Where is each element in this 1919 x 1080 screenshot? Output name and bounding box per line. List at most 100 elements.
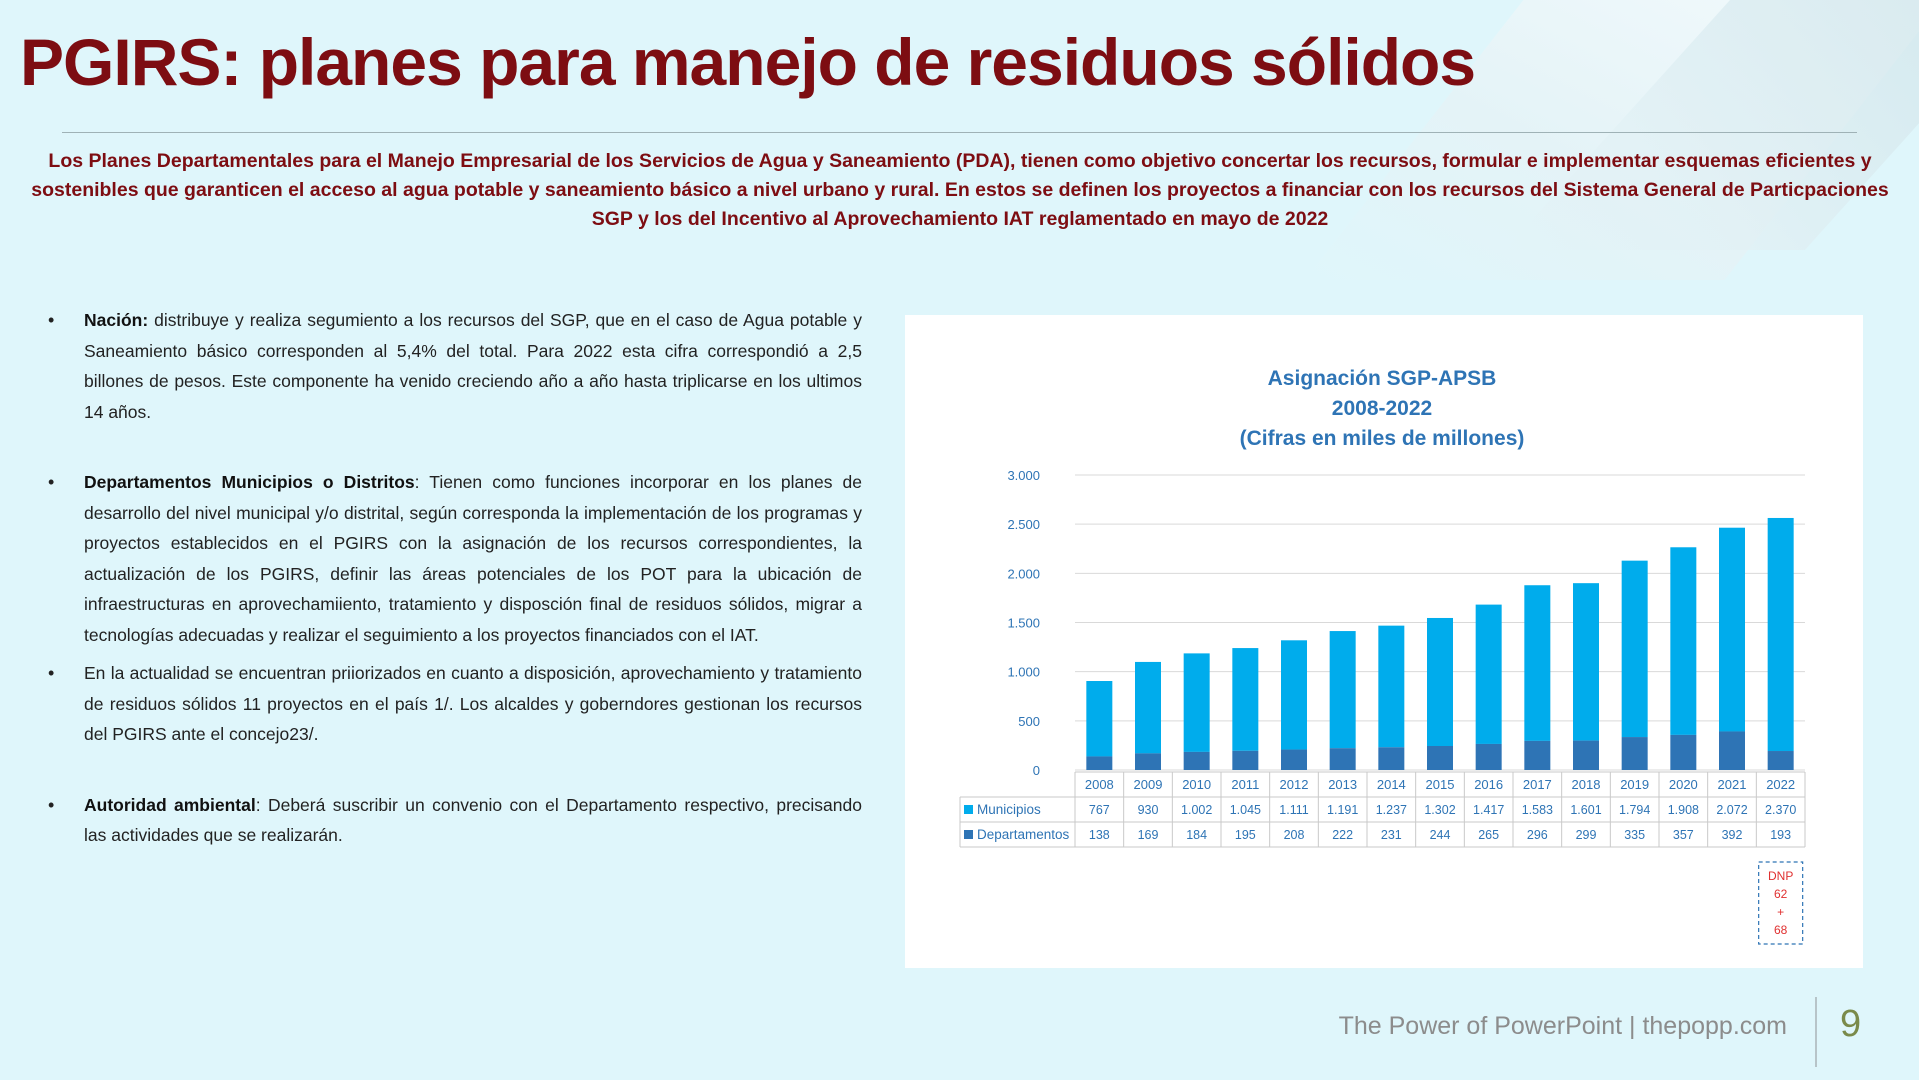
bar-municipios xyxy=(1524,585,1551,741)
bar-departamentos xyxy=(1086,756,1113,770)
footer-text: The Power of PowerPoint | thepopp.com xyxy=(1338,1012,1787,1040)
annotation-text: 68 xyxy=(1774,923,1788,937)
chart-card: Asignación SGP-APSB 2008-2022 (Cifras en m… xyxy=(905,315,1863,968)
bar-departamentos xyxy=(1475,743,1502,770)
bar-municipios xyxy=(1135,661,1161,754)
bar-municipios xyxy=(1670,547,1697,735)
y-tick-label: 2.000 xyxy=(1007,566,1040,581)
bar-departamentos xyxy=(1767,751,1794,770)
bar-departamentos xyxy=(1524,740,1551,770)
x-tick-label: 2015 xyxy=(1426,777,1455,792)
bullet-text: distribuye y realiza segumiento a los re… xyxy=(84,310,862,422)
data-label-departamentos: 231 xyxy=(1381,828,1402,842)
data-label-departamentos: 296 xyxy=(1527,828,1548,842)
bar-departamentos xyxy=(1183,751,1210,770)
y-tick-label: 3.000 xyxy=(1007,468,1040,483)
data-label-departamentos: 244 xyxy=(1430,828,1451,842)
data-label-municipios: 1.002 xyxy=(1181,803,1212,817)
annotation-box xyxy=(1758,861,1804,945)
x-tick-label: 2014 xyxy=(1377,777,1406,792)
bar-departamentos xyxy=(1719,731,1745,770)
bar-municipios xyxy=(1767,517,1794,752)
x-tick-label: 2018 xyxy=(1572,777,1601,792)
data-label-departamentos: 222 xyxy=(1332,828,1353,842)
data-label-departamentos: 193 xyxy=(1770,828,1791,842)
bar-municipios xyxy=(1183,653,1210,752)
legend-label: Departamentos xyxy=(977,827,1070,842)
x-tick-label: 2009 xyxy=(1134,777,1163,792)
chart-title: Asignación SGP-APSB xyxy=(1268,367,1497,390)
x-tick-label: 2008 xyxy=(1085,777,1114,792)
data-label-municipios: 767 xyxy=(1089,803,1110,817)
data-label-municipios: 1.908 xyxy=(1668,803,1699,817)
bullet-label: Autoridad ambiental xyxy=(84,794,256,815)
bar-municipios xyxy=(1573,583,1599,741)
bullet-item-actualidad: En la actualidad se encuentran priioriza… xyxy=(40,658,862,750)
data-label-departamentos: 335 xyxy=(1624,828,1645,842)
bar-departamentos xyxy=(1621,737,1648,770)
bullet-label: Departamentos Municipios o Distritos xyxy=(84,472,415,492)
x-tick-label: 2012 xyxy=(1280,777,1309,792)
annotation-text: + xyxy=(1777,905,1784,919)
data-label-departamentos: 138 xyxy=(1089,828,1110,842)
data-label-municipios: 1.583 xyxy=(1522,803,1553,817)
data-label-municipios: 1.111 xyxy=(1279,803,1308,817)
x-tick-label: 2019 xyxy=(1620,777,1649,792)
x-tick-label: 2013 xyxy=(1328,777,1357,792)
bullet-text: En la actualidad se encuentran priioriza… xyxy=(84,663,862,744)
bar-municipios xyxy=(1719,527,1745,732)
data-label-municipios: 1.302 xyxy=(1424,803,1455,817)
data-label-departamentos: 357 xyxy=(1673,828,1694,842)
data-label-municipios: 1.045 xyxy=(1230,803,1261,817)
bar-departamentos xyxy=(1427,746,1453,770)
x-tick-label: 2020 xyxy=(1669,777,1698,792)
bullet-item-autoridad: Autoridad ambiental: Deberá suscribir un… xyxy=(40,790,862,851)
data-label-departamentos: 208 xyxy=(1284,828,1305,842)
bullet-item-nacion: Nación: distribuye y realiza segumiento … xyxy=(40,305,862,427)
bullet-item-departamentos: Departamentos Municipios o Distritos: Ti… xyxy=(40,467,862,650)
legend-key-departamentos xyxy=(964,830,973,839)
x-tick-label: 2021 xyxy=(1718,777,1747,792)
y-tick-label: 500 xyxy=(1018,714,1040,729)
x-tick-label: 2010 xyxy=(1182,777,1211,792)
x-tick-label: 2022 xyxy=(1766,777,1795,792)
data-label-municipios: 1.794 xyxy=(1619,803,1650,817)
bar-departamentos xyxy=(1232,750,1259,770)
bar-municipios xyxy=(1475,604,1502,744)
y-tick-label: 0 xyxy=(1033,763,1040,778)
bar-chart: Asignación SGP-APSB 2008-2022 (Cifras en m… xyxy=(959,367,1806,945)
bar-departamentos xyxy=(1135,753,1161,770)
bar-municipios xyxy=(1086,681,1113,757)
title-divider xyxy=(62,132,1857,133)
data-label-municipios: 1.601 xyxy=(1570,803,1601,817)
data-label-departamentos: 392 xyxy=(1722,828,1743,842)
bar-municipios xyxy=(1232,648,1259,751)
annotation-text: 62 xyxy=(1774,887,1788,901)
bullet-text: : Tienen como funciones incorporar en lo… xyxy=(84,472,862,645)
bullet-list: Nación: distribuye y realiza segumiento … xyxy=(40,305,862,851)
bar-departamentos xyxy=(1670,734,1697,770)
data-label-departamentos: 265 xyxy=(1478,828,1499,842)
chart-title: 2008-2022 xyxy=(1332,397,1432,420)
bar-departamentos xyxy=(1378,747,1405,770)
bar-departamentos xyxy=(1329,748,1356,770)
y-tick-label: 1.500 xyxy=(1007,616,1040,631)
annotation-text: DNP xyxy=(1768,869,1793,883)
page-number: 9 xyxy=(1840,1003,1862,1045)
y-tick-label: 2.500 xyxy=(1007,517,1040,532)
slide-title: PGIRS: planes para manejo de residuos só… xyxy=(20,25,1476,99)
data-label-departamentos: 169 xyxy=(1138,828,1159,842)
bar-municipios xyxy=(1329,631,1356,749)
data-label-municipios: 930 xyxy=(1138,803,1159,817)
bar-municipios xyxy=(1621,560,1648,738)
intro-paragraph: Los Planes Departamentales para el Manej… xyxy=(31,150,1889,230)
data-label-municipios: 2.370 xyxy=(1765,803,1796,817)
bullet-label: Nación: xyxy=(84,310,149,330)
legend-key-municipios xyxy=(964,805,973,814)
bar-departamentos xyxy=(1573,740,1599,770)
x-tick-label: 2017 xyxy=(1523,777,1552,792)
data-label-municipios: 2.072 xyxy=(1716,803,1747,817)
y-tick-label: 1.000 xyxy=(1007,665,1040,680)
chart-title: (Cifras en miles de millones) xyxy=(1240,427,1525,450)
